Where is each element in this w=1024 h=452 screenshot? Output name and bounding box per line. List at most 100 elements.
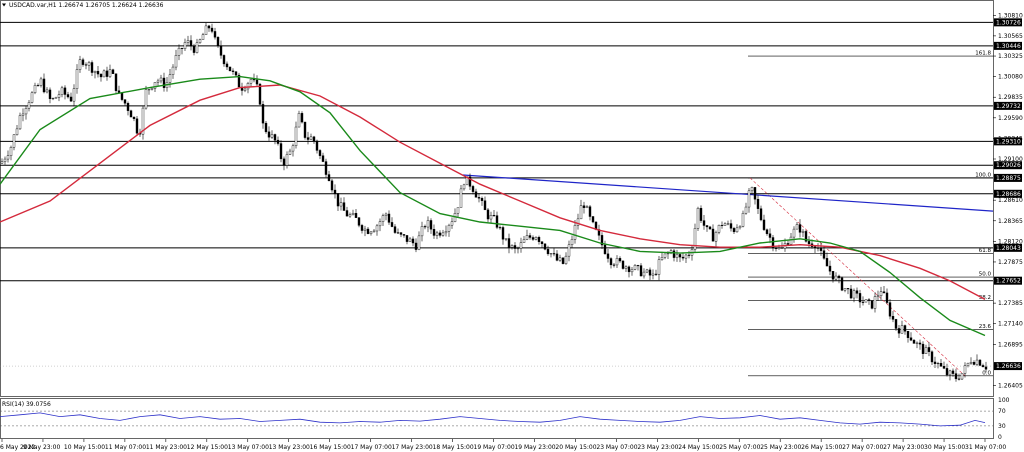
candle-body	[153, 82, 157, 89]
candle-body	[795, 224, 799, 230]
candle-body	[186, 40, 190, 43]
candle-body	[504, 238, 508, 240]
candle-body	[972, 362, 976, 365]
candle-body	[327, 174, 331, 182]
candle-body	[981, 365, 985, 368]
candle-body	[429, 220, 433, 230]
candle-body	[864, 299, 868, 303]
candle-body	[552, 253, 556, 255]
candle-body	[147, 89, 151, 91]
candle-body	[639, 265, 643, 277]
candle-body	[45, 89, 49, 93]
candle-body	[27, 102, 31, 109]
candle-body	[528, 235, 532, 238]
candle-body	[711, 228, 715, 242]
candle-body	[852, 290, 856, 299]
candle-body	[51, 98, 55, 100]
fib-level-label: 38.2	[979, 295, 991, 301]
candle-body	[126, 103, 130, 111]
candle-body	[561, 257, 565, 264]
candle-body	[567, 244, 571, 257]
candle-body	[339, 202, 343, 207]
candle-body	[564, 255, 568, 264]
candle-body	[870, 300, 874, 309]
candle-body	[237, 74, 241, 88]
rsi-line	[0, 412, 986, 427]
candle-body	[216, 37, 220, 47]
candle-body	[522, 239, 526, 243]
candle-body	[519, 242, 523, 249]
price-tick-label: 1.29590	[998, 115, 1023, 122]
candle-body	[198, 39, 202, 43]
candle-body	[615, 258, 619, 266]
candle-body	[63, 87, 67, 95]
trendline	[462, 174, 994, 212]
candle-body	[246, 83, 250, 90]
candle-body	[654, 273, 658, 275]
candle-body	[360, 225, 364, 231]
rsi-plot-frame	[0, 398, 994, 439]
candle-body	[819, 247, 823, 251]
level-price-tag-label: 1.29732	[996, 103, 1021, 110]
candle-body	[255, 79, 259, 85]
candle-body	[969, 362, 973, 364]
candle-body	[72, 88, 76, 102]
rsi-tick-label: 100	[998, 397, 1010, 404]
candle-body	[489, 215, 493, 220]
candle-body	[288, 150, 292, 155]
candle-body	[606, 253, 610, 259]
price-tick-label: 1.29100	[998, 156, 1023, 163]
candle-body	[330, 180, 334, 191]
price-tick-label: 1.26895	[998, 341, 1023, 348]
candle-body	[720, 224, 724, 226]
candle-body	[30, 92, 34, 103]
candle-body	[834, 275, 838, 280]
candle-body	[408, 238, 412, 242]
candle-body	[684, 254, 688, 259]
candle-body	[477, 197, 481, 199]
candle-body	[60, 87, 64, 95]
level-price-tag-label: 1.27652	[996, 278, 1021, 285]
price-tick-label: 1.27140	[998, 321, 1023, 328]
candle-body	[750, 187, 754, 192]
candle-body	[780, 247, 784, 249]
candle-body	[393, 226, 397, 233]
candle-body	[813, 246, 817, 249]
candle-body	[924, 347, 928, 354]
candlestick-series	[0, 22, 988, 382]
candle-body	[345, 210, 349, 217]
candle-body	[105, 70, 109, 77]
candle-body	[162, 77, 166, 88]
candle-body	[909, 337, 913, 341]
candle-body	[450, 221, 454, 226]
candle-body	[600, 235, 604, 246]
candle-body	[933, 361, 937, 364]
candle-body	[762, 219, 766, 230]
time-tick-label: 17 May 07:00	[351, 444, 392, 451]
candle-body	[759, 208, 763, 221]
current-price-tag-label: 1.26636	[996, 363, 1021, 370]
price-tick-label: 1.28365	[998, 218, 1023, 225]
candle-body	[702, 220, 706, 226]
candle-body	[348, 214, 352, 217]
candle-body	[384, 213, 388, 216]
candle-body	[897, 328, 901, 334]
candle-body	[930, 351, 934, 363]
candle-body	[270, 134, 274, 138]
candle-body	[699, 207, 703, 221]
candle-body	[849, 288, 853, 299]
candle-body	[324, 161, 328, 175]
candle-body	[855, 290, 859, 294]
price-tick-label: 1.30325	[998, 53, 1023, 60]
candle-body	[546, 249, 550, 255]
blue-trendline[interactable]	[462, 174, 994, 212]
candle-body	[117, 90, 121, 93]
price-tick-label: 1.28610	[998, 197, 1023, 204]
candle-body	[792, 228, 796, 238]
candle-body	[828, 265, 832, 272]
triangle-down-icon[interactable]	[2, 3, 6, 7]
candle-body	[663, 253, 667, 258]
candle-body	[879, 291, 883, 297]
